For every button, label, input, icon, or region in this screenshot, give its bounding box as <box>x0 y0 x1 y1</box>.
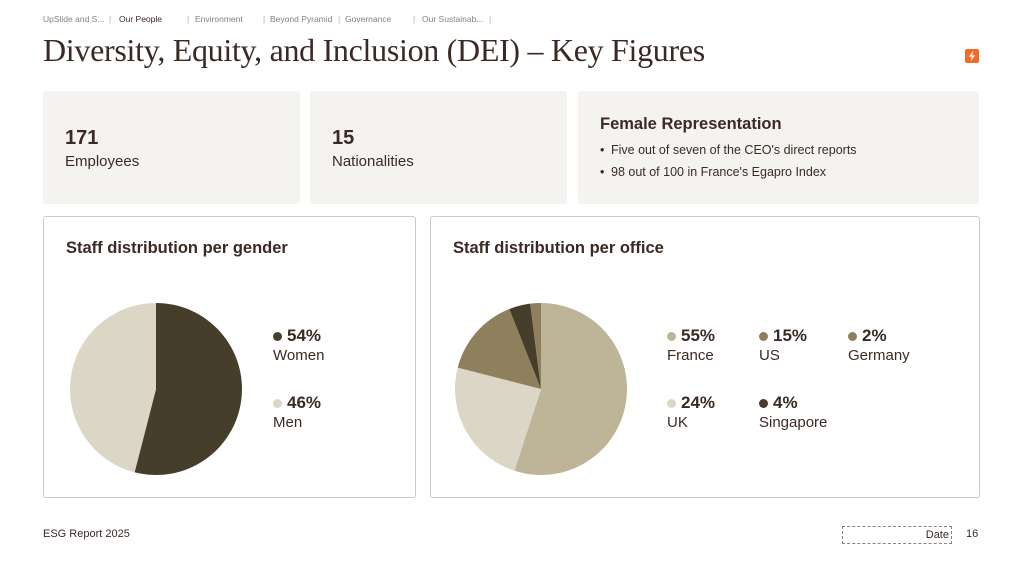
nav-separator: | <box>413 14 416 24</box>
lightning-bolt-icon[interactable] <box>965 49 979 63</box>
kpi-value: 15 <box>332 127 355 149</box>
legend-item-women: 54% Women <box>273 326 324 364</box>
nav-item-governance[interactable]: Governance <box>345 14 392 24</box>
pie-slice-germany <box>530 303 541 389</box>
list-item: Five out of seven of the CEO's direct re… <box>600 141 857 163</box>
panel-title: Staff distribution per gender <box>66 239 288 257</box>
nav-separator: | <box>109 14 112 24</box>
nav-separator: | <box>263 14 266 24</box>
legend-dot <box>759 398 768 408</box>
legend-value: 46% <box>287 393 322 412</box>
pie-slice-uk <box>455 367 541 471</box>
legend-item-germany: 2% Germany <box>848 326 910 364</box>
nav-item-environment[interactable]: Environment <box>195 14 243 24</box>
legend-dot <box>667 398 676 408</box>
legend-item-singapore: 4% Singapore <box>759 393 827 431</box>
legend-label: Women <box>273 347 325 364</box>
legend-value: 4% <box>773 393 798 412</box>
legend-item-uk: 24% UK <box>667 393 715 431</box>
legend-item-france: 55% France <box>667 326 715 364</box>
office-distribution-panel: Staff distribution per office 55% France… <box>430 216 980 498</box>
page-number: 16 <box>966 528 979 540</box>
legend-dot <box>848 331 857 341</box>
nav-separator: | <box>338 14 341 24</box>
legend-value: 15% <box>773 326 808 345</box>
nav-item-our-people[interactable]: Our People <box>119 14 162 24</box>
pie-slice-france <box>514 303 627 475</box>
legend-value: 2% <box>862 326 887 345</box>
legend-value: 54% <box>287 326 322 345</box>
legend-item-us: 15% US <box>759 326 807 364</box>
kpi-label: Nationalities <box>332 153 414 170</box>
legend-dot <box>759 331 768 341</box>
female-representation-card: Female Representation Five out of seven … <box>578 91 979 204</box>
kpi-card-employees: 171 Employees <box>43 91 300 204</box>
pie-slice-singapore <box>509 303 541 389</box>
kpi-card-nationalities: 15 Nationalities <box>310 91 567 204</box>
female-representation-list: Five out of seven of the CEO's direct re… <box>600 141 857 185</box>
nav-separator: | <box>489 14 492 24</box>
page-title: Diversity, Equity, and Inclusion (DEI) –… <box>43 32 705 68</box>
pie-slice-men <box>70 303 156 473</box>
legend-value: 55% <box>681 326 716 345</box>
legend-dot <box>273 398 282 408</box>
nav-item-beyond-pyramid[interactable]: Beyond Pyramid <box>270 14 333 24</box>
legend-label: US <box>759 347 780 364</box>
list-item: 98 out of 100 in France's Egapro Index <box>600 163 857 185</box>
panel-title: Staff distribution per office <box>453 239 664 257</box>
legend-label: France <box>667 347 714 364</box>
gender-distribution-panel: Staff distribution per gender 54% Women … <box>43 216 416 498</box>
footer-report-title: ESG Report 2025 <box>43 528 130 540</box>
legend-label: UK <box>667 414 688 431</box>
date-field[interactable]: Date <box>842 526 952 544</box>
legend-label: Singapore <box>759 414 828 431</box>
nav-separator: | <box>187 14 190 24</box>
pie-slice-women <box>134 303 243 475</box>
legend-label: Germany <box>848 347 910 364</box>
legend-label: Men <box>273 414 303 431</box>
kpi-value: 171 <box>65 127 99 149</box>
kpi-label: Employees <box>65 153 140 170</box>
legend-item-men: 46% Men <box>273 393 321 431</box>
nav-item-upslide[interactable]: UpSlide and S... <box>43 14 105 24</box>
nav-item-our-sustainability[interactable]: Our Sustainab... <box>422 14 484 24</box>
gender-pie-chart <box>70 303 243 475</box>
legend-dot <box>273 331 282 341</box>
pie-slice-us <box>457 309 541 389</box>
female-representation-title: Female Representation <box>600 115 782 133</box>
office-pie-chart <box>455 303 627 475</box>
legend-dot <box>667 331 676 341</box>
legend-value: 24% <box>681 393 716 412</box>
